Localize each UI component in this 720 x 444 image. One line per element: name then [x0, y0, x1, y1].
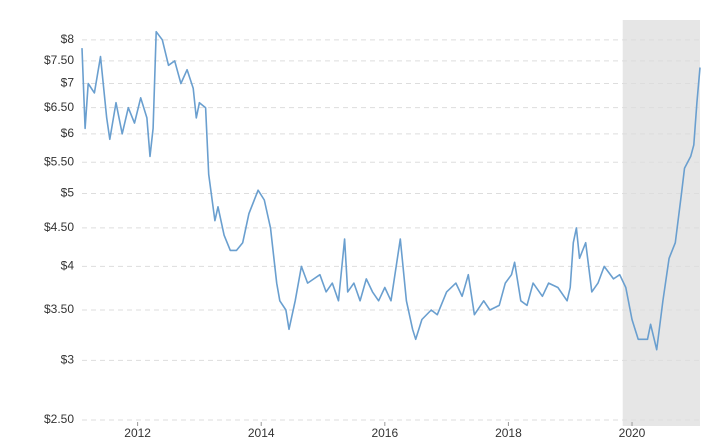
x-tick-label: 2018 — [495, 426, 522, 440]
y-tick-label: $7 — [61, 76, 75, 90]
y-tick-label: $8 — [61, 32, 75, 46]
y-tick-label: $6.50 — [44, 100, 74, 114]
y-tick-label: $3 — [61, 353, 75, 367]
y-tick-label: $2.50 — [44, 412, 74, 426]
y-tick-label: $5 — [61, 186, 75, 200]
price-line — [81, 30, 701, 351]
y-tick-label: $5.50 — [44, 154, 74, 168]
y-tick-label: $3.50 — [44, 302, 74, 316]
x-tick-label: 2012 — [124, 426, 151, 440]
y-tick-label: $6 — [61, 126, 75, 140]
x-tick-label: 2014 — [248, 426, 275, 440]
y-tick-label: $4.50 — [44, 220, 74, 234]
x-tick-label: 2020 — [619, 426, 646, 440]
y-tick-label: $4 — [61, 259, 75, 273]
shaded-region — [622, 20, 700, 426]
y-tick-label: $7.50 — [44, 53, 74, 67]
x-tick-label: 2016 — [371, 426, 398, 440]
